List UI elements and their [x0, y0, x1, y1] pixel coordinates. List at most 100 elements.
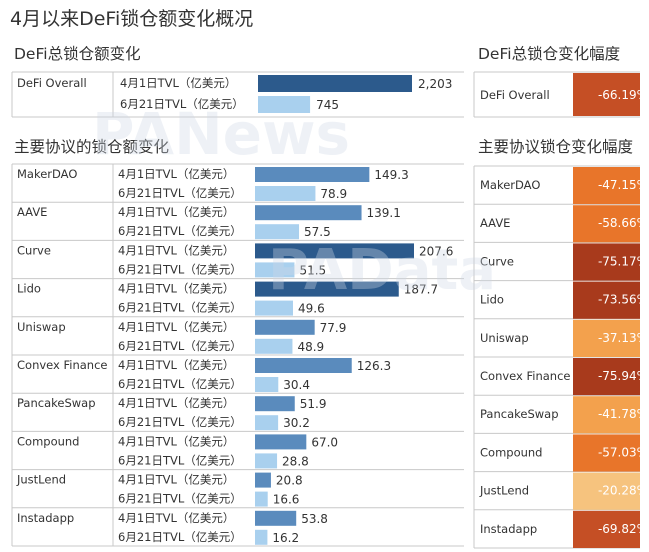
category-label: Uniswap: [17, 320, 66, 334]
data-label: 126.3: [357, 359, 391, 373]
overall-change-title: DeFi总锁仓变化幅度: [478, 45, 621, 63]
data-label: 57.5: [304, 225, 331, 239]
data-label: 77.9: [320, 321, 347, 335]
series-label: 4月1日TVL（亿美元）: [118, 358, 234, 372]
data-label: 149.3: [374, 168, 408, 182]
data-label: 207.6: [419, 244, 453, 258]
bar: [255, 167, 370, 182]
bar: [255, 205, 362, 221]
data-label: 30.2: [283, 416, 310, 430]
table-row-label: Instadapp: [480, 522, 537, 536]
series-label: 6月21日TVL（亿美元）: [118, 301, 242, 315]
series-label: 4月1日TVL（亿美元）: [118, 320, 234, 334]
series-label: 4月1日TVL（亿美元）: [118, 167, 234, 181]
category-label: Instadapp: [17, 511, 74, 525]
table-row-label: MakerDAO: [480, 178, 540, 192]
change-label: -75.17%: [598, 254, 648, 268]
category-label: JustLend: [16, 473, 66, 487]
series-label: 6月21日TVL（亿美元）: [118, 339, 242, 353]
series-label: 4月1日TVL（亿美元）: [118, 243, 234, 257]
series-label: 6月21日TVL（亿美元）: [120, 97, 244, 111]
table-row-label: Compound: [480, 445, 542, 459]
series-label: 6月21日TVL（亿美元）: [118, 377, 242, 391]
series-label: 4月1日TVL（亿美元）: [118, 396, 234, 410]
change-label: -37.13%: [598, 331, 648, 345]
table-row-label: Uniswap: [480, 331, 529, 345]
data-label: 48.9: [297, 340, 324, 354]
change-label: -75.94%: [598, 369, 648, 383]
change-cell: [573, 73, 640, 116]
category-label: Compound: [17, 434, 79, 448]
change-label: -66.19%: [598, 88, 648, 102]
bar: [255, 243, 414, 259]
category-label: PancakeSwap: [17, 396, 96, 410]
series-label: 6月21日TVL（亿美元）: [118, 262, 242, 276]
bar: [255, 224, 300, 240]
protocol-chart-title: 主要协议的锁仓额变化: [14, 138, 170, 156]
bar: [255, 281, 399, 297]
change-label: -47.15%: [598, 178, 648, 192]
series-label: 6月21日TVL（亿美元）: [118, 224, 242, 238]
table-row-label: Convex Finance: [480, 369, 571, 383]
data-label: 745: [316, 98, 339, 112]
category-label: Curve: [17, 243, 51, 257]
change-cell: [573, 319, 640, 357]
series-label: 4月1日TVL（亿美元）: [118, 434, 234, 448]
series-label: 4月1日TVL（亿美元）: [118, 282, 234, 296]
change-label: -58.66%: [598, 216, 648, 230]
category-label: AAVE: [17, 205, 47, 219]
data-label: 78.9: [320, 187, 347, 201]
data-label: 49.6: [298, 302, 325, 316]
bar: [255, 491, 268, 507]
table-row-label: DeFi Overall: [480, 88, 550, 102]
change-cell: [573, 243, 640, 281]
bar: [255, 396, 295, 412]
table-row-label: AAVE: [480, 216, 510, 230]
table-row-label: PancakeSwap: [480, 407, 559, 421]
change-cell: [573, 472, 640, 510]
series-label: 4月1日TVL（亿美元）: [118, 205, 234, 219]
series-label: 6月21日TVL（亿美元）: [118, 415, 242, 429]
data-label: 51.9: [300, 397, 327, 411]
change-cell: [573, 281, 640, 319]
change-label: -20.28%: [598, 484, 648, 498]
data-label: 53.8: [301, 512, 328, 526]
series-label: 4月1日TVL（亿美元）: [118, 511, 234, 525]
change-label: -57.03%: [598, 445, 648, 459]
bar: [255, 319, 315, 335]
data-label: 187.7: [404, 283, 438, 297]
change-cell: [573, 205, 640, 243]
bar: [255, 529, 268, 545]
change-label: -69.82%: [598, 522, 648, 536]
change-cell: [573, 434, 640, 472]
table-row-label: Curve: [480, 254, 514, 268]
bar: [255, 262, 295, 278]
series-label: 4月1日TVL（亿美元）: [120, 76, 236, 90]
bar: [255, 510, 297, 526]
bar: [255, 377, 279, 392]
page-title: 4月以来DeFi锁仓额变化概况: [10, 8, 254, 30]
data-label: 28.8: [282, 454, 309, 468]
change-label: -73.56%: [598, 293, 648, 307]
data-label: 139.1: [367, 206, 401, 220]
overall-chart-title: DeFi总锁仓额变化: [14, 45, 141, 63]
change-cell: [573, 396, 640, 434]
category-label: DeFi Overall: [17, 76, 87, 90]
series-label: 6月21日TVL（亿美元）: [118, 186, 242, 200]
change-cell: [573, 510, 640, 548]
data-label: 2,203: [418, 77, 452, 91]
bar: [258, 75, 412, 92]
change-cell: [573, 167, 640, 205]
change-label: -41.78%: [598, 407, 648, 421]
data-label: 16.6: [273, 493, 300, 507]
data-label: 51.5: [299, 263, 326, 277]
bar: [255, 434, 307, 450]
bar: [255, 358, 352, 373]
data-label: 20.8: [276, 474, 303, 488]
change-cell: [573, 358, 640, 396]
bar: [255, 338, 293, 354]
series-label: 6月21日TVL（亿美元）: [118, 453, 242, 467]
series-label: 6月21日TVL（亿美元）: [118, 492, 242, 506]
category-label: MakerDAO: [17, 167, 77, 181]
category-label: Convex Finance: [17, 358, 108, 372]
